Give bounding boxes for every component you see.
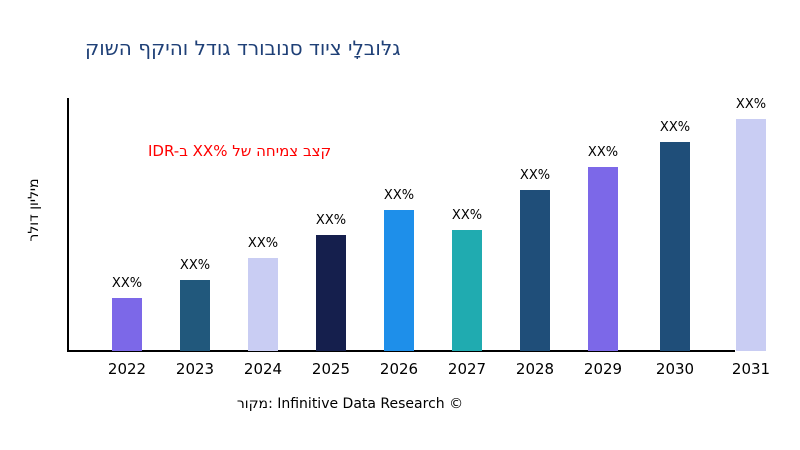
x-tick-2023: 2023 <box>175 360 215 378</box>
bar-2025 <box>316 235 346 351</box>
x-tick-2028: 2028 <box>515 360 555 378</box>
x-tick-2027: 2027 <box>447 360 487 378</box>
bar-2027 <box>452 230 482 351</box>
chart-title: קושה ףקיהו לדוג דרובונס דויצ ילָבולּג <box>85 36 401 60</box>
x-tick-2030: 2030 <box>655 360 695 378</box>
x-axis-line <box>67 350 735 352</box>
x-tick-2026: 2026 <box>379 360 419 378</box>
x-tick-2029: 2029 <box>583 360 623 378</box>
bar-value-label-2022: XX% <box>111 276 143 291</box>
x-tick-2031: 2031 <box>731 360 771 378</box>
bar-value-label-2030: XX% <box>659 120 691 135</box>
bar-2024 <box>248 258 278 351</box>
bar-2026 <box>384 210 414 351</box>
bar-2028 <box>520 190 550 351</box>
bar-value-label-2026: XX% <box>383 188 415 203</box>
source-credit: רוקמ: Infinitive Data Research © <box>236 396 464 412</box>
bar-value-label-2028: XX% <box>519 168 551 183</box>
x-tick-2024: 2024 <box>243 360 283 378</box>
y-axis-line <box>67 98 69 352</box>
bar-2030 <box>660 142 690 351</box>
y-axis-label: רלוד ןוילימ <box>26 178 42 242</box>
bar-2031 <box>736 119 766 351</box>
bar-value-label-2025: XX% <box>315 213 347 228</box>
x-tick-2022: 2022 <box>107 360 147 378</box>
bar-value-label-2024: XX% <box>247 236 279 251</box>
growth-rate-annotation: IDR-ב XX% לש החימצ בצק <box>148 142 332 160</box>
bar-2029 <box>588 167 618 351</box>
bar-value-label-2023: XX% <box>179 258 211 273</box>
bar-2023 <box>180 280 210 351</box>
bar-value-label-2031: XX% <box>735 97 767 112</box>
bar-2022 <box>112 298 142 351</box>
bar-value-label-2027: XX% <box>451 208 483 223</box>
x-tick-2025: 2025 <box>311 360 351 378</box>
bar-value-label-2029: XX% <box>587 145 619 160</box>
